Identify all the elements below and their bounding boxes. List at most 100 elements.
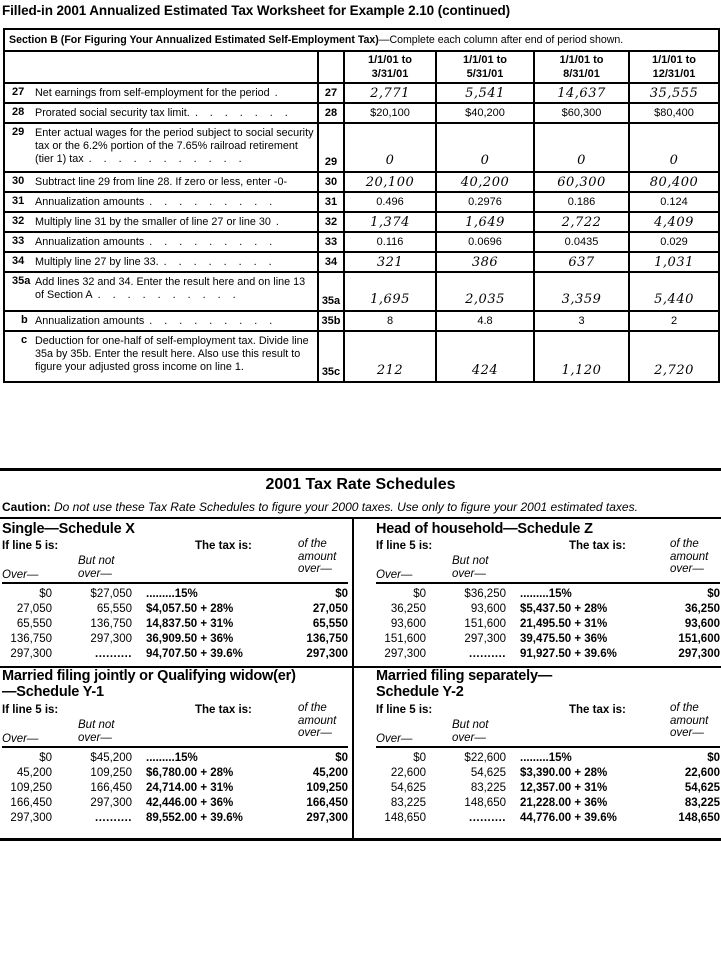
amount-over-cell: 151,600: [678, 632, 720, 645]
amount-over-cell: 83,225: [684, 796, 720, 809]
line-label: Annualization amounts: [35, 315, 145, 327]
line-number: c: [21, 334, 28, 346]
leader-dots: .........: [149, 315, 285, 327]
amount-over-cell: 65,550: [312, 617, 348, 630]
over-cell: $0: [413, 751, 426, 764]
line-number: 28: [12, 106, 25, 118]
value-cell: 0: [627, 122, 721, 173]
line-label: Add lines 32 and 34. Enter the result he…: [35, 276, 306, 301]
line-number-box: 35a: [317, 271, 345, 312]
value-cell: 2,722: [533, 211, 630, 233]
over-cell: 136,750: [10, 632, 52, 645]
but-not-over-cell: 83,225: [470, 781, 506, 794]
line-number-box: 30: [317, 171, 345, 193]
amount-over-cell: $0: [335, 587, 348, 600]
but-not-over-cell: 297,300: [464, 632, 506, 645]
tax-cell: $3,390.00 + 28%: [520, 766, 608, 779]
period-column-header: 1/1/01 to 8/31/01: [533, 50, 630, 84]
leader-dots: .........: [149, 196, 285, 208]
schedule-title: Single—Schedule X: [2, 521, 135, 537]
header-if-line5: If line 5 is:: [376, 540, 433, 552]
worksheet-row-35a: 35a Add lines 32 and 34. Enter the result…: [3, 271, 721, 312]
caution-label: Caution:: [2, 500, 51, 514]
value-cell: $40,200: [435, 102, 535, 124]
over-cell: 36,250: [390, 602, 426, 615]
over-cell: 54,625: [390, 781, 426, 794]
worksheet-row-32: 32 Multiply line 31 by the smaller of lin…: [3, 211, 721, 233]
rate-row: 297,300.......... 94,707.50 + 39.6% 297,30…: [2, 646, 348, 661]
rate-row: 93,600 151,600 21,495.50 + 31% 93,600: [376, 616, 720, 631]
header-of-amount-over: of the amount over—: [298, 702, 337, 740]
schedule-column-headers: If line 5 is: The tax is: of the amount …: [2, 538, 348, 582]
tax-cell: 21,228.00 + 36%: [520, 796, 608, 809]
value-cell: 0.496: [343, 191, 437, 213]
tax-cell: 44,776.00 + 39.6%: [520, 811, 617, 824]
line-label: Multiply line 31 by the smaller of line …: [35, 216, 271, 228]
line-label: Enter actual wages for the period subjec…: [35, 127, 314, 165]
over-cell: 27,050: [16, 602, 52, 615]
line-number-box: 28: [317, 102, 345, 124]
value-cell: 2,035: [435, 271, 535, 312]
header-of-amount-over: of the amount over—: [670, 538, 709, 576]
rate-row: 166,450 297,300 42,446.00 + 36% 166,450: [2, 795, 348, 810]
tax-cell: .........15%: [146, 587, 198, 600]
header-tax-is: The tax is:: [569, 540, 626, 552]
amount-over-cell: 54,625: [684, 781, 720, 794]
line-label: Annualization amounts: [35, 196, 145, 208]
line-label: Subtract line 29 from line 28. If zero o…: [35, 176, 288, 188]
line-label: Multiply line 27 by line 33.: [35, 256, 159, 268]
amount-over-cell: 297,300: [306, 647, 348, 660]
value-cell: 212: [343, 330, 437, 383]
but-not-over-cell: $27,050: [90, 587, 132, 600]
worksheet-row-34: 34 Multiply line 27 by line 33......... 3…: [3, 251, 721, 273]
value-cell: 0: [435, 122, 535, 173]
line-number: b: [21, 314, 28, 326]
rate-row: $0 $45,200 .........15% $0: [2, 750, 348, 765]
over-cell: $0: [39, 751, 52, 764]
worksheet-row-29: 29 Enter actual wages for the period subj…: [3, 122, 721, 173]
header-of-amount-over: of the amount over—: [298, 538, 337, 576]
but-not-over-cell: ..........: [95, 647, 132, 660]
value-cell: 1,374: [343, 211, 437, 233]
line-number: 34: [12, 255, 25, 267]
rate-row: 297,300.......... 89,552.00 + 39.6% 297,30…: [2, 810, 348, 825]
tax-cell: 12,357.00 + 31%: [520, 781, 608, 794]
rate-row: 136,750 297,300 36,909.50 + 36% 136,750: [2, 631, 348, 646]
line-label: Annualization amounts: [35, 236, 145, 248]
worksheet-row-27: 27 Net earnings from self-employment for …: [3, 82, 721, 104]
value-cell: 8: [343, 310, 437, 332]
schedule-married-jointly-y1: Married filing jointly or Qualifying wid…: [2, 668, 348, 825]
line-number-box: 31: [317, 191, 345, 213]
line-number: 33: [12, 235, 25, 247]
caution-text: Do not use these Tax Rate Schedules to f…: [54, 500, 638, 514]
section-b-header-row: Section B (For Figuring Your Annualized …: [2, 28, 721, 52]
over-cell: 297,300: [384, 647, 426, 660]
tax-cell: 24,714.00 + 31%: [146, 781, 234, 794]
stub-line-cell: [317, 50, 345, 84]
tax-cell: 14,837.50 + 31%: [146, 617, 234, 630]
line-number-box: 34: [317, 251, 345, 273]
leader-dots: ........: [163, 256, 284, 268]
rate-row: 36,250 93,600 $5,437.50 + 28% 36,250: [376, 601, 720, 616]
value-cell: 80,400: [627, 171, 721, 193]
value-cell: 1,649: [435, 211, 535, 233]
but-not-over-cell: 136,750: [90, 617, 132, 630]
tax-cell: 39,475.50 + 36%: [520, 632, 608, 645]
value-cell: 0.116: [343, 231, 437, 253]
over-cell: 297,300: [10, 647, 52, 660]
value-cell: 0.2976: [435, 191, 535, 213]
over-cell: $0: [39, 587, 52, 600]
schedule-title: Married filing separately—Schedule Y-2: [376, 668, 553, 700]
but-not-over-cell: 148,650: [464, 796, 506, 809]
schedule-married-separately-y2: Married filing separately—Schedule Y-2 I…: [376, 668, 720, 825]
worksheet-row-35c: c Deduction for one-half of self-employme…: [3, 330, 721, 383]
value-cell: 5,541: [435, 82, 535, 104]
value-cell: 20,100: [343, 171, 437, 193]
line-number: 35a: [12, 275, 31, 287]
but-not-over-cell: 54,625: [470, 766, 506, 779]
value-cell: 0.0435: [533, 231, 630, 253]
rate-row: 297,300.......... 91,927.50 + 39.6% 297,30…: [376, 646, 720, 661]
rate-row: $0 $36,250 .........15% $0: [376, 586, 720, 601]
value-cell: 3: [533, 310, 630, 332]
value-cell: 0.029: [627, 231, 721, 253]
